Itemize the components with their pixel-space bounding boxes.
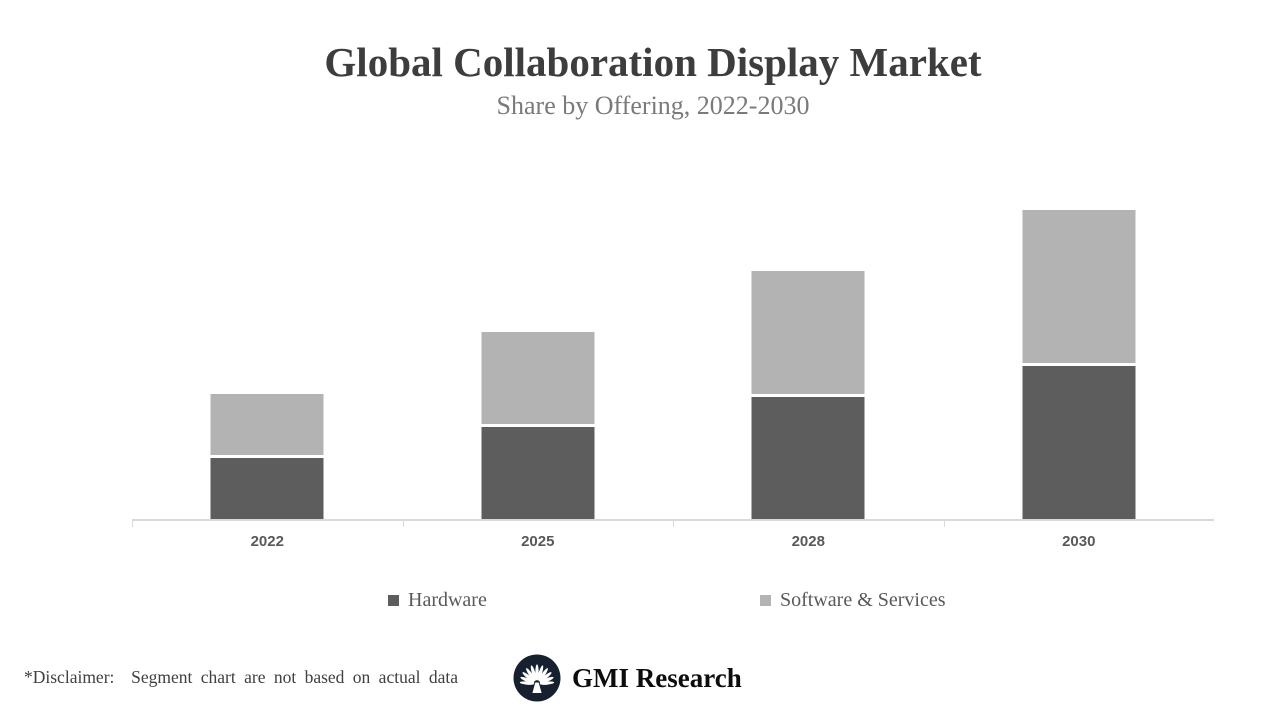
x-axis-label-2025: 2025 (521, 533, 555, 550)
stacked-bar-2022 (210, 393, 324, 519)
x-axis-label-2030: 2030 (1062, 533, 1096, 550)
chart-subtitle: Share by Offering, 2022-2030 (496, 91, 810, 121)
category-2028: 2028 (673, 150, 944, 550)
axis-tick (132, 521, 133, 527)
plot-area: 2022 2025 2028 2030 (132, 150, 1215, 550)
bar-segment-hardware-2022 (210, 457, 324, 519)
stacked-bar-2025 (481, 332, 595, 519)
bar-segment-software-services-2025 (481, 332, 595, 425)
gmi-logo-icon (513, 654, 561, 702)
legend-item-software-services: Software & Services (760, 589, 946, 611)
stacked-bar-2030 (1022, 210, 1136, 519)
chart-header: Global Collaboration Display Market Shar… (0, 39, 1280, 121)
bar-segment-software-services-2022 (210, 393, 324, 455)
axis-tick (673, 521, 674, 527)
stacked-bar-2028 (751, 271, 865, 519)
legend-label: Hardware (408, 588, 487, 611)
category-2030: 2030 (943, 150, 1215, 550)
brand-logo: GMI Research (513, 654, 742, 702)
bar-segment-software-services-2030 (1022, 210, 1136, 363)
legend-swatch-icon (760, 594, 771, 606)
disclaimer-text: *Disclaimer: Segment chart are not based… (24, 667, 458, 687)
category-2022: 2022 (132, 150, 403, 550)
bar-segment-software-services-2028 (751, 271, 865, 394)
category-2025: 2025 (402, 150, 674, 550)
legend-swatch-icon (388, 594, 399, 606)
bar-segment-hardware-2030 (1022, 366, 1136, 519)
bar-segment-hardware-2025 (481, 427, 595, 519)
x-axis-label-2022: 2022 (250, 533, 284, 550)
axis-tick (402, 521, 404, 527)
brand-name: GMI Research (572, 662, 742, 693)
legend-label: Software & Services (780, 588, 946, 611)
axis-tick (943, 521, 945, 527)
x-axis-label-2028: 2028 (791, 533, 825, 550)
chart-title: Global Collaboration Display Market (324, 39, 982, 85)
legend-item-hardware: Hardware (388, 589, 487, 611)
bar-segment-hardware-2028 (751, 396, 865, 519)
